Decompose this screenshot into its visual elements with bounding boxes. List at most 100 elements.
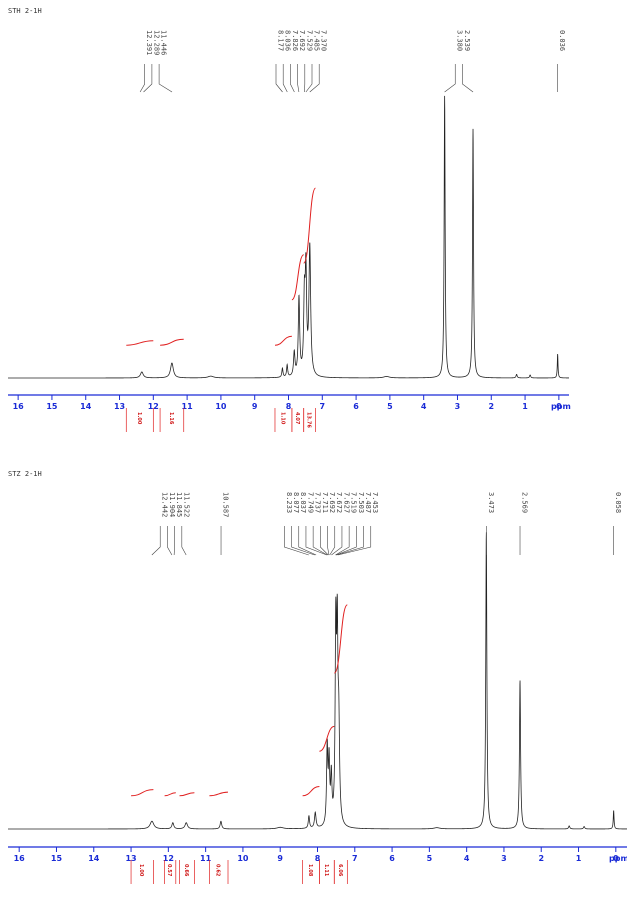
x-tick-label: 3	[501, 854, 507, 863]
peak-label: 11.446	[160, 30, 168, 55]
peak-label: 12.442	[161, 492, 169, 517]
peak-label-leader	[331, 526, 343, 556]
peak-label-leader	[139, 64, 145, 93]
peak-label: 3.473	[487, 492, 495, 513]
peak-label: 7.826	[291, 30, 299, 51]
x-tick-label: 1	[522, 402, 528, 411]
peak-label: 7.692	[328, 492, 336, 513]
peak-label: 8.037	[299, 492, 307, 513]
peak-label: 7.627	[342, 492, 350, 513]
integral-value: 13.76	[306, 412, 312, 428]
peak-label-leader	[290, 64, 295, 93]
peak-label: 12.289	[152, 30, 160, 55]
x-tick-label: 5	[387, 402, 393, 411]
peak-label: 8.077	[292, 492, 300, 513]
x-tick-label: 16	[14, 854, 26, 863]
integral-value: 1.00	[136, 412, 142, 425]
x-tick-label: 5	[427, 854, 433, 863]
peak-label-leader	[158, 64, 173, 93]
peak-label-leader	[337, 526, 372, 556]
x-tick-label: 9	[277, 854, 283, 863]
integral-value: 4.07	[294, 412, 300, 425]
integral-curve	[333, 604, 348, 674]
integral-value: 0.57	[166, 864, 172, 877]
peak-label-leader	[320, 526, 329, 556]
x-tick-label: 9	[252, 402, 258, 411]
x-tick-label: 6	[389, 854, 395, 863]
peak-label-leader	[444, 64, 456, 93]
x-tick-label: 12	[148, 402, 159, 411]
x-tick-label: 2	[538, 854, 544, 863]
x-tick-label: 2	[488, 402, 494, 411]
peak-label: 11.845	[175, 492, 183, 517]
integral-curve	[274, 335, 292, 346]
x-tick-label: 1	[576, 854, 582, 863]
x-tick-label: 12	[163, 854, 174, 863]
peak-label-leader	[305, 64, 313, 93]
integral-value: 0.62	[215, 864, 221, 877]
peak-label-leader	[282, 64, 288, 93]
integral-curve	[319, 725, 335, 752]
x-tick-label: 6	[353, 402, 359, 411]
integral-value: 0.66	[183, 864, 189, 877]
peak-label: 7.370	[320, 30, 328, 51]
peak-label: 3.380	[456, 30, 464, 51]
integral-curve	[131, 789, 154, 797]
peak-label-leader	[462, 64, 474, 93]
peak-label: 7.503	[357, 492, 365, 513]
integral-curve	[179, 792, 195, 797]
peak-label-leader	[335, 526, 357, 556]
peak-label-leader	[151, 526, 161, 556]
peak-label: 7.519	[350, 492, 358, 513]
integral-curve	[209, 791, 229, 797]
x-tick-label: 15	[46, 402, 58, 411]
peak-label-leader	[297, 64, 300, 93]
peak-label: 8.177	[277, 30, 285, 51]
peak-label: 11.522	[182, 492, 190, 517]
spectrum-1-title: STH 2-1H	[8, 7, 42, 15]
x-tick-label: 10	[215, 402, 227, 411]
peak-label: 7.749	[306, 492, 314, 513]
peak-label: 12.391	[145, 30, 153, 55]
x-tick-label: 8	[315, 854, 321, 863]
integral-value: 1.08	[307, 864, 313, 877]
x-tick-label: 11	[200, 854, 212, 863]
x-tick-label: 13	[125, 854, 136, 863]
peak-label-leader	[284, 526, 309, 556]
peak-label: 7.453	[371, 492, 379, 513]
peak-label-leader	[181, 526, 187, 556]
peak-label-leader	[143, 64, 153, 93]
peak-label-leader	[335, 526, 350, 556]
integral-curve	[160, 338, 184, 346]
peak-label: 7.529	[305, 30, 313, 51]
peak-label: 0.036	[558, 30, 566, 51]
peak-label-leader	[298, 526, 317, 556]
peak-label-leader	[291, 526, 315, 556]
x-tick-label: 4	[421, 402, 427, 411]
integral-value: 1.00	[138, 864, 144, 877]
integral-curve	[164, 792, 176, 797]
peak-label-leader	[275, 64, 283, 93]
peak-label: 8.036	[284, 30, 292, 51]
integral-curve	[302, 786, 320, 797]
x-tick-label: 15	[51, 854, 63, 863]
peak-label: 7.737	[314, 492, 322, 513]
peak-label: 7.711	[321, 492, 329, 513]
x-tick-label: 4	[464, 854, 470, 863]
peak-label: 2.539	[463, 30, 471, 51]
peak-label: 7.672	[335, 492, 343, 513]
x-tick-label: 7	[352, 854, 358, 863]
integral-curve	[303, 187, 316, 264]
peak-label: 10.587	[222, 492, 230, 517]
integral-value: 1.16	[168, 412, 174, 425]
peak-label-leader	[305, 526, 327, 556]
x-tick-label: 10	[237, 854, 249, 863]
x-tick-label: 16	[13, 402, 25, 411]
x-tick-label: 13	[114, 402, 125, 411]
integral-value: 1.10	[279, 412, 285, 425]
integral-curve	[126, 340, 154, 346]
x-tick-label: 0	[613, 854, 619, 863]
